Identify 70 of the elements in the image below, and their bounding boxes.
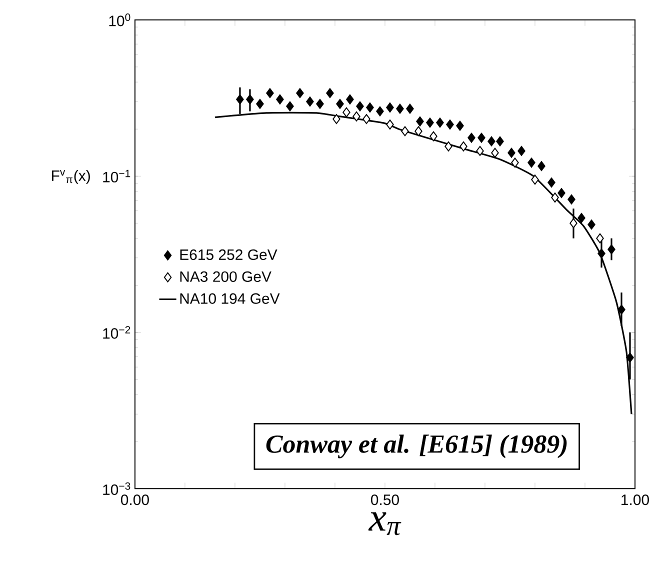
- point: [256, 99, 264, 110]
- point: [468, 132, 476, 143]
- y-axis-title: F$^{v}$$_{π}$(x): [52, 170, 90, 184]
- point: [342, 107, 350, 118]
- y-tick-label: 10$^{−3}$: [103, 482, 130, 496]
- point: [332, 114, 340, 124]
- point: [488, 136, 496, 146]
- point: [296, 88, 304, 98]
- point: [276, 94, 284, 104]
- point: [596, 233, 604, 244]
- point: [608, 244, 616, 254]
- point: [430, 131, 438, 142]
- point: [246, 94, 254, 104]
- point: [476, 146, 484, 156]
- legend-label: NA3 200 GeV: [180, 271, 272, 282]
- point: [531, 174, 539, 185]
- point: [626, 352, 634, 363]
- point: [426, 118, 434, 128]
- point: [508, 148, 516, 158]
- point: [416, 116, 424, 127]
- point: [548, 178, 556, 188]
- annotation: Conway et al. [E615] (1989): [266, 434, 567, 458]
- point: [491, 148, 499, 158]
- point: [414, 126, 422, 136]
- point: [362, 114, 370, 124]
- point: [551, 192, 559, 203]
- point: [306, 96, 314, 107]
- point: [558, 188, 566, 198]
- point: [316, 99, 324, 110]
- point: [266, 88, 274, 98]
- point: [568, 194, 576, 205]
- point: [326, 88, 334, 98]
- point: [286, 101, 294, 112]
- x-tick-label: 0.50: [370, 494, 399, 506]
- point: [478, 132, 486, 143]
- point: [538, 161, 546, 172]
- point: [386, 102, 394, 113]
- y-tick-label: 10$^{−1}$: [103, 170, 130, 183]
- point: [460, 142, 468, 152]
- point: [598, 248, 606, 259]
- point: [406, 104, 414, 114]
- point: [496, 136, 504, 146]
- x-tick-label: 0.00: [120, 494, 149, 506]
- point: [401, 126, 409, 136]
- point: [444, 142, 452, 152]
- y-tick-label: 10$^{0}$: [109, 14, 130, 26]
- point: [436, 118, 444, 128]
- point: [396, 104, 404, 114]
- point: [618, 304, 626, 315]
- x-tick-label: 1.00: [622, 494, 649, 506]
- x-axis-title: x$_{π}$: [368, 512, 402, 536]
- legend-label: E615 252 GeV: [180, 250, 278, 260]
- point: [366, 102, 374, 113]
- y-tick-label: 10$^{−2}$: [103, 326, 130, 339]
- point: [236, 94, 244, 104]
- point: [376, 106, 384, 116]
- point: [352, 112, 360, 122]
- point: [356, 101, 364, 112]
- point: [570, 218, 578, 228]
- point: [346, 94, 354, 104]
- point: [588, 220, 596, 230]
- legend-label: NA10 194 GeV: [180, 293, 280, 304]
- point: [446, 120, 454, 130]
- point: [518, 146, 526, 156]
- point: [386, 120, 394, 130]
- point: [578, 213, 586, 224]
- point: [528, 158, 536, 168]
- point: [456, 120, 464, 131]
- point: [511, 158, 519, 168]
- point: [336, 99, 344, 110]
